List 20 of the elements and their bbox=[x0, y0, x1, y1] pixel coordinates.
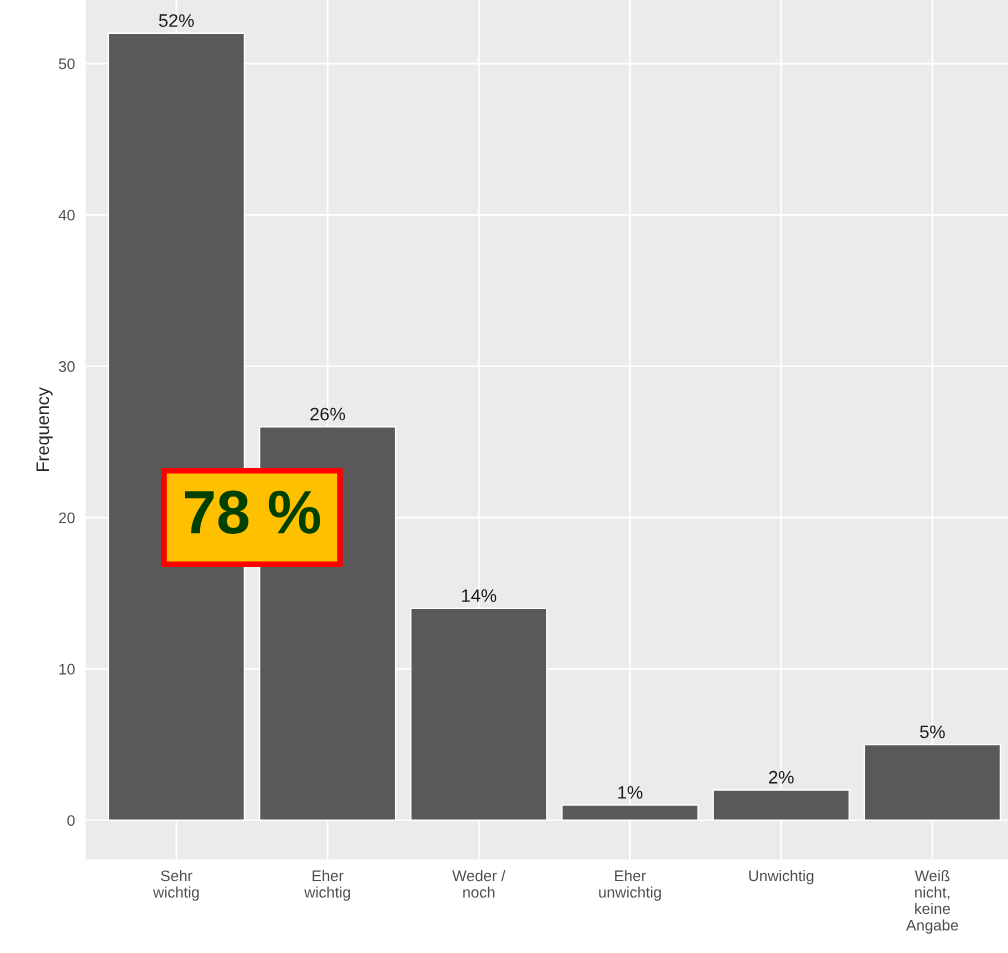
y-tick-label: 30 bbox=[58, 361, 75, 372]
y-tick-label: 0 bbox=[67, 815, 75, 826]
x-tick-label: Eher wichtig bbox=[304, 870, 350, 901]
data-label: 5% bbox=[920, 725, 945, 739]
y-axis-title: Frequency bbox=[36, 387, 53, 471]
annotation: 78 % bbox=[184, 490, 321, 534]
x-tick-label: Sehr wichtig bbox=[153, 870, 199, 901]
data-label: 2% bbox=[769, 770, 794, 784]
x-tick-label: Unwichtig bbox=[749, 870, 814, 885]
y-tick-label: 40 bbox=[58, 209, 75, 221]
data-label: 52% bbox=[159, 14, 194, 27]
x-tick-label: Weder / noch bbox=[452, 870, 506, 898]
data-label: 26% bbox=[310, 407, 346, 421]
data-label: 14% bbox=[462, 589, 497, 602]
y-tick-label: 50 bbox=[58, 58, 75, 70]
y-tick-label: 20 bbox=[59, 512, 75, 524]
data-label: 1% bbox=[618, 786, 643, 799]
x-tick-label: Weiß nicht, keine Angabe bbox=[906, 870, 959, 934]
x-tick-label: Eher unwichtig bbox=[599, 870, 661, 901]
y-tick-label: 10 bbox=[59, 663, 75, 675]
